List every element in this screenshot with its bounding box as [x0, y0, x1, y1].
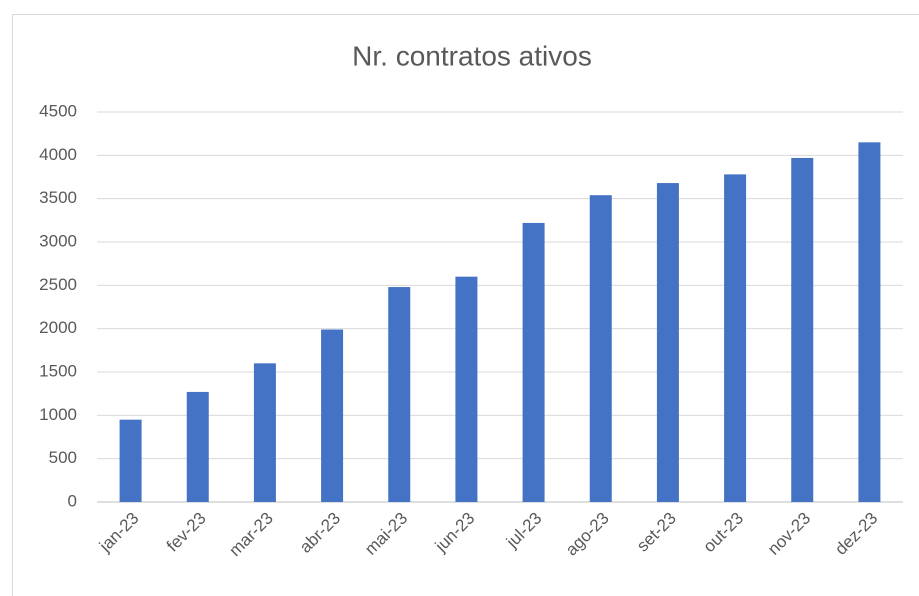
- y-tick-label: 3000: [39, 231, 77, 250]
- y-tick-label: 500: [49, 448, 77, 467]
- x-tick-label: dez-23: [831, 509, 881, 559]
- x-tick-label: mai-23: [361, 509, 411, 559]
- bar: [522, 222, 545, 502]
- y-tick-label: 0: [68, 491, 77, 510]
- bar: [321, 329, 344, 502]
- bar: [119, 419, 142, 502]
- x-tick-label: jan-23: [95, 509, 143, 557]
- y-tick-label: 4500: [39, 101, 77, 120]
- bar: [656, 183, 679, 503]
- bar: [186, 391, 209, 502]
- bar: [858, 142, 881, 503]
- bar: [388, 287, 411, 502]
- bar: [724, 174, 747, 502]
- bar: [589, 195, 612, 502]
- x-tick-label: fev-23: [163, 509, 210, 556]
- x-tick-label: jun-23: [431, 509, 479, 557]
- x-tick-label: jul-23: [502, 509, 546, 553]
- bar: [791, 157, 814, 502]
- x-tick-label: mar-23: [225, 509, 277, 561]
- y-tick-label: 2500: [39, 275, 77, 294]
- y-tick-label: 1000: [39, 405, 77, 424]
- x-tick-label: abr-23: [296, 509, 344, 557]
- x-tick-label: nov-23: [764, 509, 814, 559]
- x-tick-label: set-23: [633, 509, 680, 556]
- chart-title: Nr. contratos ativos: [352, 40, 592, 71]
- chart-border: [12, 14, 919, 596]
- x-tick-label: ago-23: [562, 509, 613, 560]
- y-tick-label: 1500: [39, 361, 77, 380]
- y-tick-label: 4000: [39, 145, 77, 164]
- bar: [455, 276, 478, 502]
- x-tick-label: out-23: [700, 509, 748, 557]
- y-tick-label: 2000: [39, 318, 77, 337]
- y-tick-label: 3500: [39, 188, 77, 207]
- bar: [253, 363, 276, 502]
